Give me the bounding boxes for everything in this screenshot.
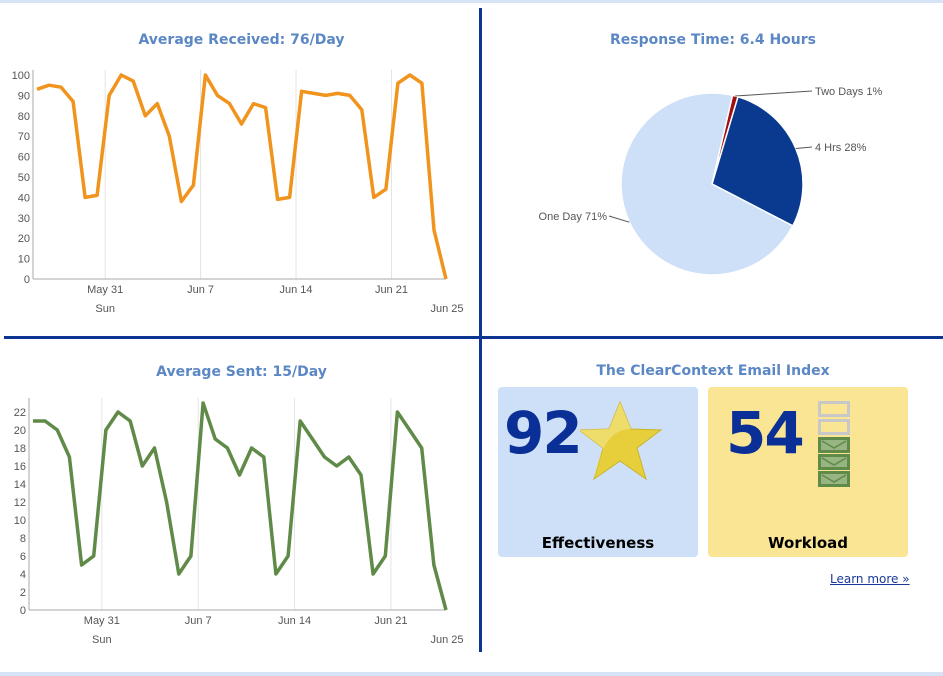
x-tick-label: Jun 7 (185, 615, 212, 627)
y-tick-label: 50 (18, 172, 30, 184)
effectiveness-card: 92 Effectiveness (498, 387, 698, 557)
learn-more-link[interactable]: Learn more » (830, 572, 910, 586)
pie-label: Two Days 1% (815, 86, 882, 98)
workload-label: Workload (768, 534, 848, 552)
x-tick-label: Jun 25 (430, 303, 463, 315)
y-tick-label: 10 (14, 515, 26, 527)
y-tick-label: 10 (18, 254, 30, 266)
response-title: Response Time: 6.4 Hours (609, 32, 817, 48)
y-tick-label: 60 (18, 152, 30, 164)
y-tick-label: 70 (18, 131, 30, 143)
envelope-filled-icon (818, 454, 850, 470)
bottom-border (0, 672, 943, 676)
x-tick-label: Jun 21 (375, 284, 408, 296)
pie-label: 4 Hrs 28% (815, 142, 867, 154)
top-border (0, 0, 943, 3)
envelope-stack-icon (818, 401, 850, 488)
pie-slice (711, 95, 804, 227)
y-tick-label: 20 (18, 233, 30, 245)
data-line (33, 401, 448, 611)
y-tick-label: 12 (14, 497, 26, 509)
pie-label: One Day 71% (539, 211, 608, 223)
x-tick-label: May 31 (84, 615, 120, 627)
effectiveness-value: 92 (504, 399, 583, 467)
y-tick-label: 4 (20, 569, 26, 581)
pie-leader-line (795, 146, 813, 149)
y-tick-label: 90 (18, 90, 30, 102)
envelope-filled-icon (818, 471, 850, 487)
y-tick-label: 2 (20, 587, 26, 599)
x-tick-label: May 31 (87, 284, 123, 296)
y-tick-label: 14 (14, 479, 26, 491)
y-tick-label: 0 (20, 605, 26, 617)
x-tick-label: Jun 14 (280, 284, 313, 296)
x-tick-label: Jun 21 (374, 615, 407, 627)
y-tick-label: 8 (20, 533, 26, 545)
x-tick-label: Jun 25 (430, 634, 463, 646)
y-tick-label: 100 (12, 70, 30, 82)
effectiveness-label: Effectiveness (541, 534, 655, 552)
y-tick-label: 30 (18, 213, 30, 225)
envelope-empty-box (818, 419, 850, 435)
y-tick-label: 6 (20, 551, 26, 563)
pie-leader-line (735, 90, 813, 97)
y-tick-label: 22 (14, 407, 26, 419)
x-tick-label: Jun 7 (187, 284, 214, 296)
received-chart: May 31 Sun Jun 7 Jun 14 Jun 21 Jun 25 0 10 20 30 4… (12, 70, 464, 315)
y-tick-label: 16 (14, 461, 26, 473)
x-tick-label: Jun 14 (278, 615, 311, 627)
envelope-empty-box (818, 401, 850, 417)
index-title: The ClearContext Email Index (596, 363, 830, 379)
pie-leader-line (608, 215, 630, 223)
vertical-divider (479, 8, 482, 652)
x-tick-sublabel: Sun (95, 303, 115, 315)
y-tick-label: 80 (18, 111, 30, 123)
y-tick-label: 20 (14, 425, 26, 437)
sent-chart: May 31 Sun Jun 7 Jun 14 Jun 21 Jun 25 0 2 4 6 8 10 1… (14, 398, 464, 646)
response-pie-chart: Two Days 1% 4 Hrs 28% One Day 71% (539, 86, 882, 276)
workload-value: 54 (726, 399, 805, 467)
y-tick-label: 0 (24, 274, 30, 286)
sent-title: Average Sent: 15/Day (156, 364, 327, 380)
x-tick-sublabel: Sun (92, 634, 112, 646)
star-icon (580, 400, 663, 481)
received-title: Average Received: 76/Day (138, 32, 345, 48)
y-tick-label: 18 (14, 443, 26, 455)
envelope-filled-icon (818, 437, 850, 453)
workload-card: 54 Workload (708, 387, 908, 557)
y-tick-label: 40 (18, 192, 30, 204)
horizontal-divider (4, 336, 943, 339)
